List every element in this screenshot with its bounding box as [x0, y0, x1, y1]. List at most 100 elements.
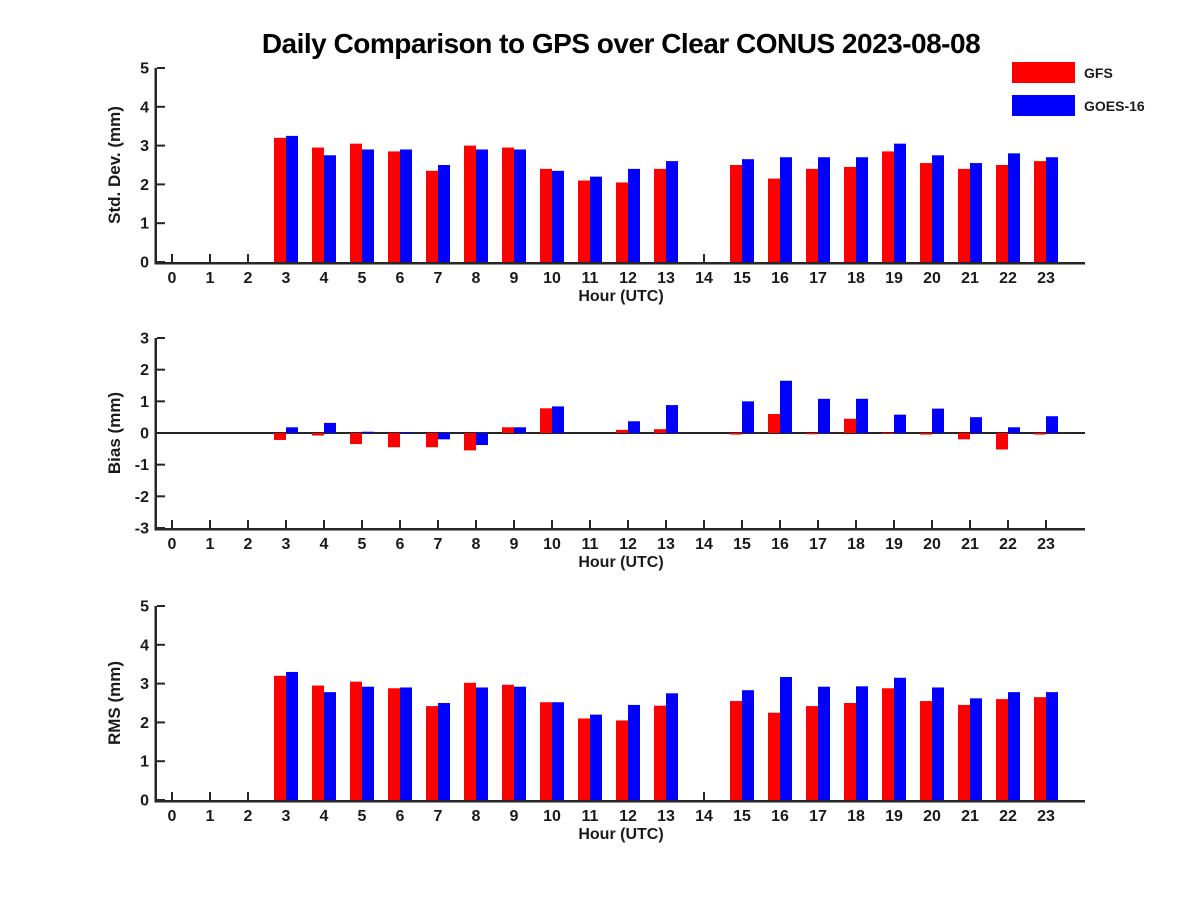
bar-goes-16-hour-19 — [894, 143, 906, 262]
bar-gfs-hour-15 — [730, 165, 742, 262]
bar-goes-16-hour-13 — [666, 693, 678, 800]
bar-goes-16-hour-8 — [476, 433, 488, 446]
x-tick-label: 17 — [809, 808, 827, 825]
bar-gfs-hour-21 — [958, 433, 970, 440]
x-tick-label: 4 — [320, 536, 329, 553]
y-tick-label: 2 — [140, 177, 149, 194]
y-tick-label: 3 — [140, 331, 149, 348]
bar-gfs-hour-3 — [274, 675, 286, 800]
x-tick-label: 3 — [282, 808, 291, 825]
x-tick-label: 8 — [472, 536, 481, 553]
x-tick-label: 23 — [1037, 270, 1055, 287]
x-tick-label: 18 — [847, 270, 865, 287]
bar-gfs-hour-12 — [616, 429, 628, 433]
x-tick-label: 14 — [695, 270, 713, 287]
bar-goes-16-hour-12 — [628, 168, 640, 262]
y-tick-label: 4 — [140, 637, 149, 654]
bar-gfs-hour-20 — [920, 433, 932, 435]
bar-gfs-hour-7 — [426, 706, 438, 800]
bar-gfs-hour-9 — [502, 427, 514, 433]
x-tick-label: 17 — [809, 270, 827, 287]
bar-gfs-hour-3 — [274, 137, 286, 262]
bar-gfs-hour-20 — [920, 701, 932, 800]
bar-gfs-hour-15 — [730, 433, 742, 435]
x-axis-label: Hour (UTC) — [578, 826, 663, 843]
bar-gfs-hour-18 — [844, 703, 856, 800]
bar-goes-16-hour-11 — [590, 714, 602, 800]
bar-goes-16-hour-23 — [1046, 416, 1058, 433]
x-tick-label: 7 — [434, 808, 443, 825]
bar-goes-16-hour-17 — [818, 686, 830, 800]
bar-gfs-hour-10 — [540, 702, 552, 800]
legend-item-goes16: GOES-16 — [1012, 95, 1145, 116]
bar-gfs-hour-17 — [806, 433, 818, 435]
x-tick-label: 23 — [1037, 536, 1055, 553]
legend-item-gfs: GFS — [1012, 62, 1145, 83]
y-tick-label: -2 — [135, 489, 149, 506]
bar-gfs-hour-19 — [882, 433, 894, 434]
x-tick-label: 13 — [657, 536, 675, 553]
x-tick-label: 16 — [771, 270, 789, 287]
x-tick-label: 2 — [244, 536, 253, 553]
bar-gfs-hour-12 — [616, 720, 628, 800]
x-tick-label: 15 — [733, 808, 751, 825]
x-axis-label: Hour (UTC) — [578, 554, 663, 571]
bar-goes-16-hour-8 — [476, 687, 488, 800]
x-axis-label: Hour (UTC) — [578, 288, 663, 305]
chart-title: Daily Comparison to GPS over Clear CONUS… — [261, 28, 981, 59]
x-axis — [154, 528, 1085, 531]
bar-gfs-hour-13 — [654, 168, 666, 262]
y-tick-label: 3 — [140, 138, 149, 155]
x-tick-label: 2 — [244, 270, 253, 287]
x-tick-label: 14 — [695, 536, 713, 553]
bar-goes-16-hour-7 — [438, 703, 450, 800]
x-tick-label: 8 — [472, 270, 481, 287]
bar-gfs-hour-6 — [388, 688, 400, 800]
bar-goes-16-hour-5 — [362, 149, 374, 262]
bar-goes-16-hour-13 — [666, 405, 678, 433]
x-tick-label: 20 — [923, 270, 941, 287]
bar-goes-16-hour-23 — [1046, 157, 1058, 262]
bar-gfs-hour-23 — [1034, 433, 1046, 435]
goes16-swatch — [1012, 95, 1075, 116]
x-tick-label: 10 — [543, 808, 561, 825]
bar-goes-16-hour-4 — [324, 422, 336, 433]
bar-goes-16-hour-7 — [438, 433, 450, 440]
bar-gfs-hour-5 — [350, 143, 362, 262]
bar-goes-16-hour-7 — [438, 165, 450, 262]
x-tick-label: 16 — [771, 808, 789, 825]
bar-goes-16-hour-12 — [628, 704, 640, 800]
legend-label-goes16: GOES-16 — [1084, 97, 1145, 114]
x-tick-label: 1 — [206, 536, 215, 553]
x-tick-label: 3 — [282, 270, 291, 287]
y-axis-label: RMS (mm) — [105, 661, 124, 745]
x-tick-label: 11 — [582, 808, 599, 825]
bar-gfs-hour-21 — [958, 704, 970, 800]
x-tick-label: 5 — [358, 536, 367, 553]
x-tick-label: 7 — [434, 270, 443, 287]
legend: GFS GOES-16 — [1012, 62, 1145, 128]
bar-gfs-hour-5 — [350, 681, 362, 800]
x-tick-label: 21 — [961, 270, 979, 287]
bar-goes-16-hour-5 — [362, 686, 374, 800]
x-tick-label: 13 — [657, 270, 675, 287]
bar-goes-16-hour-22 — [1008, 692, 1020, 800]
bar-goes-16-hour-21 — [970, 163, 982, 262]
bar-gfs-hour-17 — [806, 168, 818, 262]
bar-goes-16-hour-16 — [780, 157, 792, 262]
bar-goes-16-hour-21 — [970, 417, 982, 433]
bar-goes-16-hour-12 — [628, 421, 640, 433]
bar-gfs-hour-7 — [426, 170, 438, 262]
bar-goes-16-hour-22 — [1008, 427, 1020, 433]
bar-gfs-hour-18 — [844, 166, 856, 262]
x-tick-label: 0 — [168, 270, 177, 287]
y-axis — [154, 606, 157, 803]
x-tick-label: 4 — [320, 808, 329, 825]
bar-gfs-hour-16 — [768, 414, 780, 433]
y-axis — [154, 68, 157, 265]
x-axis — [154, 800, 1085, 803]
x-tick-label: 17 — [809, 536, 827, 553]
y-tick-label: 2 — [140, 362, 149, 379]
